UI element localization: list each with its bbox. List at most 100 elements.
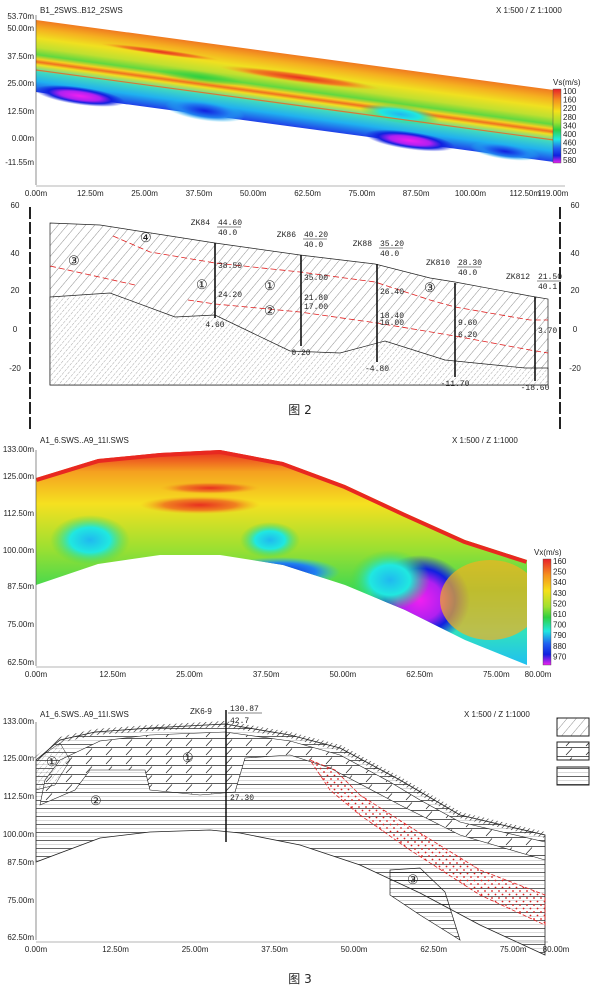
figure3-legend-title: Vx(m/s)	[534, 548, 562, 557]
figure4-borehole-top: 130.87	[230, 705, 259, 714]
figure3-y-tick-label: 125.00m	[3, 472, 34, 481]
figure1-x-tick-label: 100.00m	[455, 189, 486, 198]
figure2-borehole-name: ZK810	[426, 259, 450, 268]
figure2-borehole-top: 44.60	[218, 219, 242, 228]
figure2-layer-boundary-red	[49, 265, 136, 286]
figure4-y-tick-label: 125.00m	[3, 754, 34, 763]
figure4-borehole-depth: 42.7	[230, 717, 249, 726]
figure3-colormap	[36, 450, 527, 665]
figure2-layer-label: ④	[140, 231, 152, 246]
figure1-legend-value: 100	[563, 87, 577, 96]
figure4-legend-sandstone	[556, 766, 590, 786]
figure4-x-tick-label: 75.00m	[500, 945, 527, 954]
figure3-legend-value: 430	[553, 589, 567, 598]
figure3-legend-value: 340	[553, 578, 567, 587]
figure4-x-tick-label: 37.50m	[261, 945, 288, 954]
figure3-scale: X 1:500 / Z 1:1000	[452, 436, 518, 445]
figure3-y-tick-label: 62.50m	[7, 658, 34, 667]
figure2-borehole-top: 40.20	[304, 231, 328, 240]
figure2-layer-label: ①	[196, 278, 208, 293]
figure4-y-tick-label: 133.00m	[3, 717, 34, 726]
figure1-legend-value: 340	[563, 121, 577, 130]
figure3-y-tick-label: 112.50m	[3, 509, 34, 518]
figure4-legend-layered-rock	[556, 741, 590, 761]
figure1-colorbar	[552, 88, 562, 164]
figure2-layer-elevation: 26.40	[380, 288, 404, 297]
figure2-left-tick-label: 60	[11, 201, 20, 210]
figure4-layer-label: ②	[90, 794, 102, 809]
figure2-borehole-depth: 40.1	[538, 283, 557, 292]
figure2-left-tick-label: 0	[13, 325, 18, 334]
figure2-bedrock-layer	[49, 292, 549, 386]
figure4-layer-3	[389, 867, 461, 941]
figure1-x-tick-label: 37.50m	[186, 189, 213, 198]
figure2-borehole-name: ZK812	[506, 273, 530, 282]
figure2-layer-elevation: 18.40	[380, 312, 404, 321]
figure3-legend-value: 880	[553, 642, 567, 651]
figure3-legend-value: 970	[553, 652, 567, 661]
figure2-borehole-bottom: -4.80	[365, 365, 389, 374]
figure2-borehole-bottom: 0.20	[291, 349, 310, 358]
figure4-layer-label: ③	[407, 873, 419, 888]
figure4-y-tick-label: 112.50m	[3, 792, 34, 801]
figure1-y-tick-label: 12.50m	[7, 107, 34, 116]
figure1-x-tick-label: 0.00m	[25, 189, 48, 198]
figure1-x-tick-label: 50.00m	[240, 189, 267, 198]
figure2-borehole-top: 35.20	[380, 240, 404, 249]
figure2-layer-elevation: 6.20	[458, 331, 477, 340]
figure3-legend-value: 250	[553, 568, 567, 577]
figure2-layer-elevation: 38.50	[218, 262, 242, 271]
figure2-caption: 图 2	[288, 403, 311, 417]
figure4-y-tick-label: 75.00m	[7, 896, 34, 905]
figure3-x-tick-label: 0.00m	[25, 670, 48, 679]
figure1-colormap	[35, 20, 553, 162]
figure2-right-tick-label: 40	[571, 249, 580, 258]
figure2-borehole-bottom: 4.60	[205, 321, 224, 330]
figure4-y-tick-label: 87.50m	[7, 858, 34, 867]
figure3-x-tick-label: 62.50m	[406, 670, 433, 679]
figure3-y-tick-label: 87.50m	[7, 582, 34, 591]
figure3-x-tick-label: 12.50m	[99, 670, 126, 679]
figure4-x-tick-label: 0.00m	[25, 945, 48, 954]
figure3-x-tick-label: 75.00m	[483, 670, 510, 679]
figure1-title: B1_2SWS..B12_2SWS	[40, 6, 123, 15]
figure4-borehole-level: 27.30	[230, 794, 254, 803]
figure2-borehole-bottom: -18.60	[521, 384, 550, 393]
figure2-layer-label: ③	[424, 281, 436, 296]
figure3-legend-value: 700	[553, 621, 567, 630]
figure4-x-tick-label: 80.00m	[543, 945, 570, 954]
figure2-layer-label: ②	[264, 304, 276, 319]
figure2-layer-boundary-red	[112, 235, 548, 321]
figure4-x-tick-label: 50.00m	[341, 945, 368, 954]
figure2-borehole-top: 21.50	[538, 273, 562, 282]
figure4-borehole-name: ZK6-9	[190, 707, 212, 716]
figure1-y-tick-label: 53.70m	[7, 12, 34, 21]
figure1-velocity-section: B1_2SWS..B12_2SWS X 1:500 / Z 1:1000 53.…	[5, 6, 581, 198]
figure1-legend-value: 160	[563, 96, 577, 105]
figure3-velocity-section: A1_6.SWS..A9_11I.SWS X 1:500 / Z 1:1000 …	[3, 436, 567, 679]
figure2-layer-elevation: 21.80	[304, 294, 328, 303]
figure2-layer-label: ③	[68, 254, 80, 269]
figure3-colorbar	[542, 558, 552, 666]
figure2-borehole-depth: 40.0	[218, 229, 237, 238]
figure3-legend-value: 790	[553, 631, 567, 640]
figure4-layer-label: ①	[182, 751, 194, 766]
figure4-scale: X 1:500 / Z 1:1000	[464, 710, 530, 719]
figure1-legend-title: Vs(m/s)	[553, 78, 581, 87]
figure1-x-tick-label: 25.00m	[131, 189, 158, 198]
figure3-x-tick-label: 37.50m	[253, 670, 280, 679]
figure1-y-tick-label: 37.50m	[7, 52, 34, 61]
figure2-right-tick-label: 0	[573, 325, 578, 334]
figure4-title: A1_6.SWS..A9_11I.SWS	[40, 710, 129, 719]
figure2-layer-elevation: 16.00	[380, 319, 404, 328]
figure1-x-tick-label: 87.50m	[403, 189, 430, 198]
figure3-legend-value: 160	[553, 557, 567, 566]
figure4-surface-crust	[34, 720, 546, 838]
figure1-legend-value: 460	[563, 139, 577, 148]
figure1-scale: X 1:500 / Z 1:1000	[496, 6, 562, 15]
figure3-x-tick-label: 25.00m	[176, 670, 203, 679]
figure3-y-tick-label: 133.00m	[3, 445, 34, 454]
figure1-y-tick-label: 50.00m	[7, 24, 34, 33]
figure2-left-tick-label: -20	[9, 364, 21, 373]
